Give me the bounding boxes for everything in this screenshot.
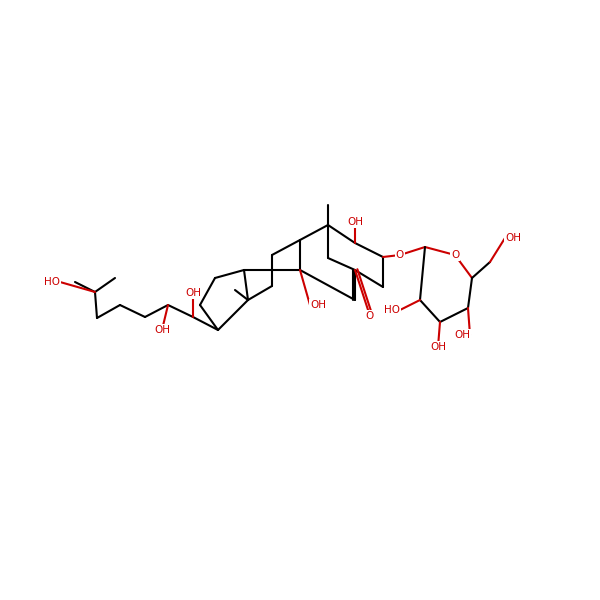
Text: O: O xyxy=(451,250,459,260)
Text: O: O xyxy=(396,250,404,260)
Text: OH: OH xyxy=(454,330,470,340)
Text: HO: HO xyxy=(384,305,400,315)
Text: OH: OH xyxy=(347,217,363,227)
Text: OH: OH xyxy=(310,300,326,310)
Text: OH: OH xyxy=(154,325,170,335)
Text: HO: HO xyxy=(44,277,60,287)
Text: OH: OH xyxy=(505,233,521,243)
Text: O: O xyxy=(366,311,374,321)
Text: OH: OH xyxy=(430,342,446,352)
Text: OH: OH xyxy=(185,288,201,298)
